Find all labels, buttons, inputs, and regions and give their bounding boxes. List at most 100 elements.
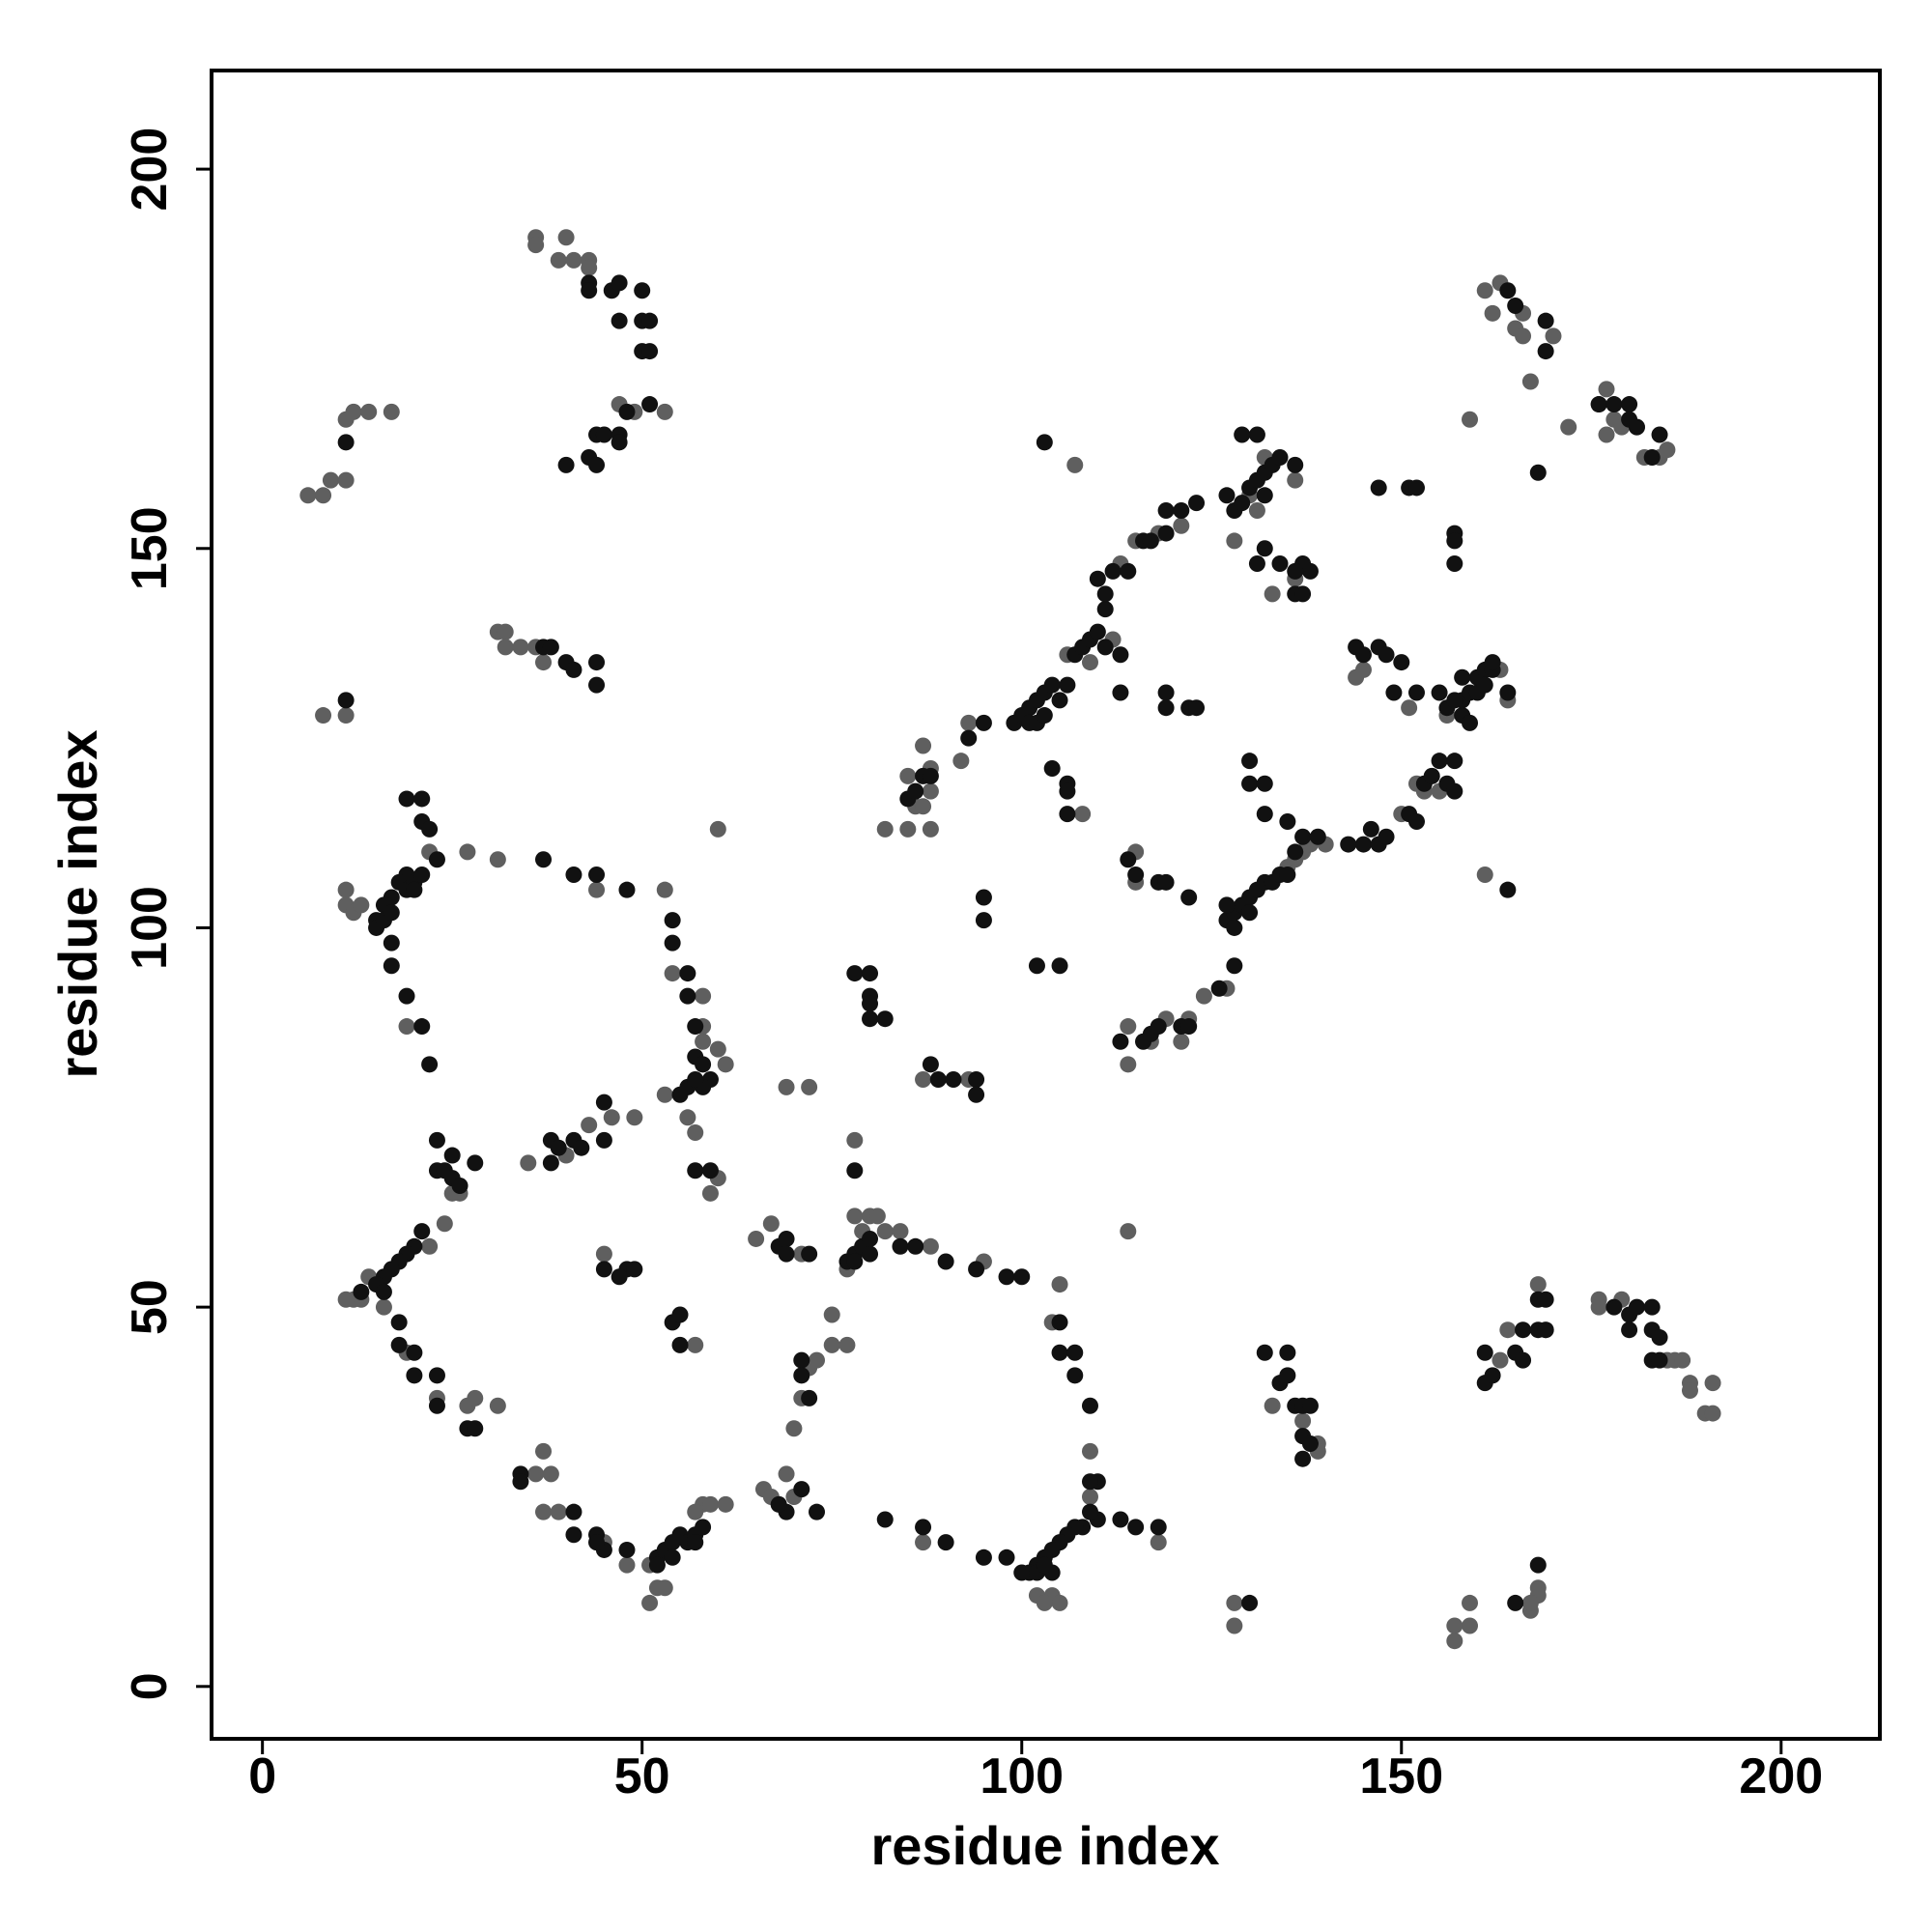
point (717, 1056, 734, 1073)
point (1036, 1594, 1053, 1611)
point (1370, 479, 1387, 497)
point (922, 782, 939, 800)
point (1515, 1351, 1532, 1369)
point (1028, 957, 1045, 975)
point (1521, 373, 1539, 390)
point (1150, 1534, 1167, 1551)
x-tick-label: 150 (1359, 1748, 1443, 1804)
point (922, 1237, 939, 1255)
point (1120, 1223, 1137, 1240)
point (937, 1534, 954, 1551)
plot-area (299, 229, 1721, 1650)
point (1492, 1351, 1509, 1369)
point (1446, 753, 1463, 770)
point (588, 1534, 606, 1551)
point (687, 1162, 704, 1179)
point (1651, 1351, 1668, 1369)
point (1248, 554, 1265, 572)
point (1081, 1442, 1098, 1460)
point (671, 1086, 689, 1103)
point (353, 1283, 370, 1300)
point (1051, 1314, 1068, 1331)
point (1431, 684, 1448, 701)
y-tick-label: 150 (122, 506, 178, 590)
point (1256, 1344, 1273, 1361)
point (588, 654, 606, 671)
point (1104, 562, 1122, 580)
point (421, 1237, 439, 1255)
point (762, 1215, 780, 1233)
point (565, 1503, 582, 1520)
point (915, 1071, 932, 1089)
y-tick-label: 200 (122, 128, 178, 212)
point (899, 767, 917, 784)
point (1226, 919, 1243, 936)
point (1529, 1556, 1547, 1574)
point (1157, 699, 1175, 717)
point (1066, 1367, 1084, 1384)
point (1081, 1488, 1098, 1505)
point (862, 965, 879, 982)
point (709, 1040, 726, 1058)
point (846, 1162, 864, 1179)
point (945, 1071, 962, 1089)
point (595, 1094, 612, 1111)
point (1081, 1397, 1098, 1414)
point (701, 1162, 719, 1179)
point (1605, 1298, 1623, 1316)
point (1157, 502, 1175, 520)
point (436, 1215, 453, 1233)
point (664, 912, 681, 929)
point (1248, 426, 1265, 443)
point (975, 1548, 992, 1566)
point (1081, 1473, 1098, 1491)
point (808, 1351, 825, 1369)
point (581, 282, 598, 299)
point (1476, 1344, 1493, 1361)
point (922, 1056, 939, 1073)
point (1560, 418, 1577, 436)
point (1462, 1594, 1479, 1611)
point (611, 1268, 628, 1286)
point (489, 851, 506, 868)
point (1096, 639, 1114, 656)
point (1499, 881, 1517, 898)
point (679, 987, 696, 1005)
point (1256, 487, 1273, 504)
point (360, 403, 378, 420)
point (520, 1154, 537, 1172)
point (641, 396, 659, 413)
point (1234, 495, 1251, 512)
point (671, 1306, 689, 1323)
point (390, 1314, 408, 1331)
point (1051, 1344, 1068, 1361)
point (846, 965, 864, 982)
point (915, 1534, 932, 1551)
point (1462, 714, 1479, 731)
point (428, 851, 445, 868)
point (687, 1336, 704, 1353)
point (595, 1131, 612, 1149)
point (1013, 1564, 1031, 1581)
point (337, 471, 355, 489)
point (679, 965, 696, 982)
y-tick-label: 50 (122, 1279, 178, 1335)
point (648, 1556, 666, 1574)
point (1423, 767, 1440, 784)
point (975, 889, 992, 906)
point (1301, 1435, 1319, 1452)
point (1226, 957, 1243, 975)
point (413, 790, 431, 808)
point (968, 1086, 985, 1103)
point (801, 1389, 818, 1406)
point (398, 1018, 415, 1036)
point (701, 1495, 719, 1513)
point (1013, 1268, 1031, 1286)
point (1529, 464, 1547, 481)
point (595, 426, 612, 443)
point (1378, 828, 1395, 845)
point (626, 1261, 643, 1278)
point (1150, 1519, 1167, 1536)
point (1173, 502, 1190, 520)
point (497, 623, 514, 640)
